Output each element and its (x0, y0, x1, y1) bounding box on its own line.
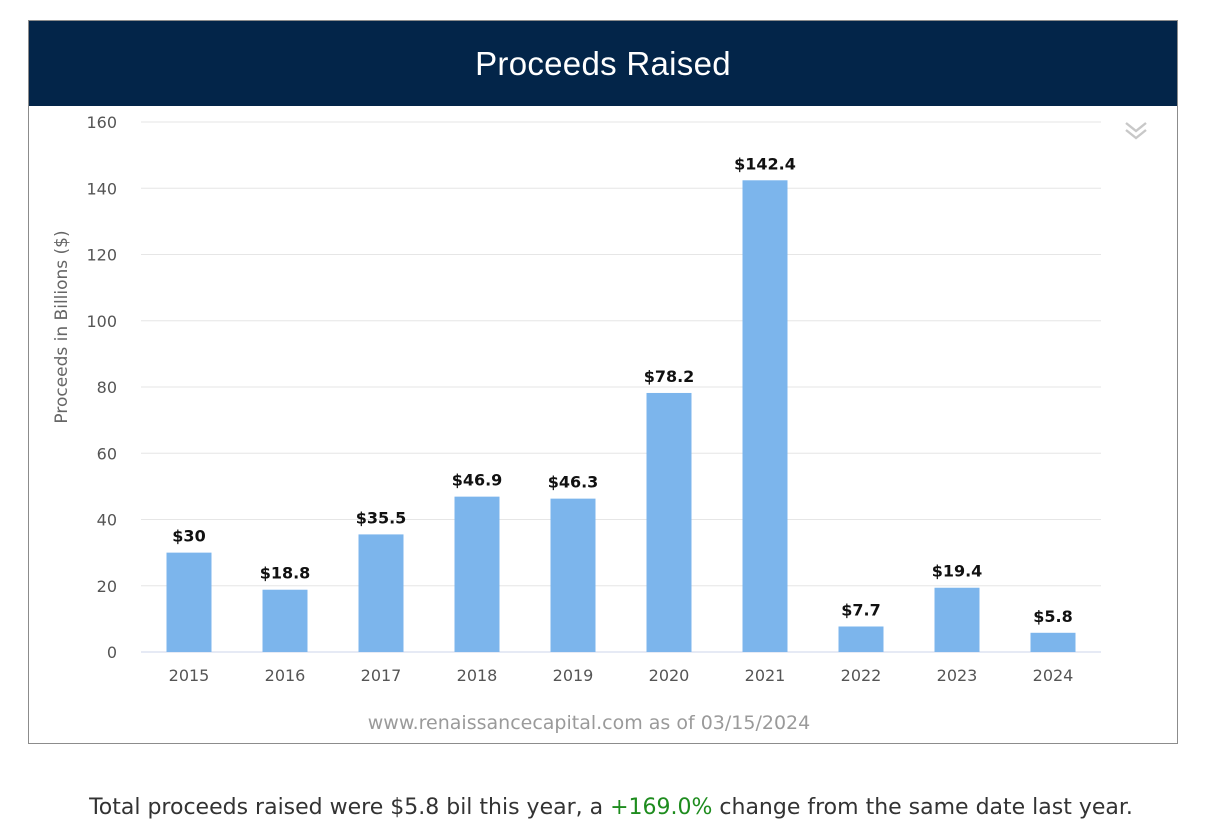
summary-change: +169.0% (610, 795, 713, 820)
y-tick-label: 20 (97, 577, 117, 596)
bar-2018 (454, 496, 500, 652)
x-tick-label-2022: 2022 (841, 666, 882, 685)
data-label-2018: $46.9 (452, 471, 503, 490)
gridlines (141, 121, 1101, 653)
data-label-2019: $46.3 (548, 473, 599, 492)
chart-title: Proceeds Raised (475, 44, 731, 82)
bar-2024 (1030, 632, 1076, 652)
x-tick-label-2017: 2017 (361, 666, 402, 685)
x-tick-label-2020: 2020 (649, 666, 690, 685)
y-tick-label: 120 (86, 246, 117, 265)
y-tick-label: 0 (107, 643, 117, 662)
summary-prefix: Total proceeds raised were $5.8 bil this… (89, 795, 611, 820)
data-label-2015: $30 (172, 527, 205, 546)
y-axis-label: Proceeds in Billions ($) (52, 230, 72, 423)
x-tick-label-2019: 2019 (553, 666, 594, 685)
y-axis-ticks: 0 20 40 60 80 100 120 140 160 (86, 113, 117, 662)
y-tick-label: 160 (86, 113, 117, 132)
bar-2022 (838, 626, 884, 652)
x-tick-label-2024: 2024 (1033, 666, 1074, 685)
x-tick-label-2023: 2023 (937, 666, 978, 685)
bar-2016 (262, 589, 308, 652)
x-axis-ticks: 2015 2016 2017 2018 2019 2020 2021 2022 2023 2024 (169, 666, 1074, 685)
bar-2019 (550, 498, 596, 652)
x-tick-label-2018: 2018 (457, 666, 498, 685)
data-label-2022: $7.7 (841, 600, 880, 619)
bar-2023 (934, 587, 980, 652)
bar-2020 (646, 392, 692, 652)
bars (166, 180, 1076, 653)
data-label-2020: $78.2 (644, 367, 695, 386)
y-tick-label: 80 (97, 378, 117, 397)
x-tick-label-2021: 2021 (745, 666, 786, 685)
chart-header: Proceeds Raised (29, 21, 1177, 106)
bar-2021 (742, 180, 788, 653)
y-tick-label: 60 (97, 444, 117, 463)
data-label-2016: $18.8 (260, 564, 311, 583)
data-label-2021: $142.4 (734, 154, 796, 173)
data-label-2017: $35.5 (356, 508, 407, 527)
y-tick-label: 40 (97, 511, 117, 530)
chart-card: Proceeds Raised 0 20 40 60 80 100 120 140 160 $3… (28, 20, 1178, 744)
chart-credit: www.renaissancecapital.com as of 03/15/2… (368, 712, 810, 734)
summary-suffix: change from the same date last year. (712, 795, 1133, 820)
x-tick-label-2015: 2015 (169, 666, 210, 685)
bar-2015 (166, 552, 212, 652)
bar-chart: 0 20 40 60 80 100 120 140 160 $30 $18.8 $35.5 $46.9… (52, 113, 1101, 734)
x-tick-label-2016: 2016 (265, 666, 306, 685)
summary-text: Total proceeds raised were $5.8 bil this… (0, 795, 1222, 820)
double-chevron-down-icon[interactable] (1121, 117, 1151, 147)
y-tick-label: 100 (86, 312, 117, 331)
data-label-2023: $19.4 (932, 562, 983, 581)
y-tick-label: 140 (86, 179, 117, 198)
bar-2017 (358, 534, 404, 652)
data-label-2024: $5.8 (1033, 607, 1072, 626)
data-labels: $30 $18.8 $35.5 $46.9 $46.3 $78.2 $142.4 $7.7 $1… (172, 154, 1072, 625)
